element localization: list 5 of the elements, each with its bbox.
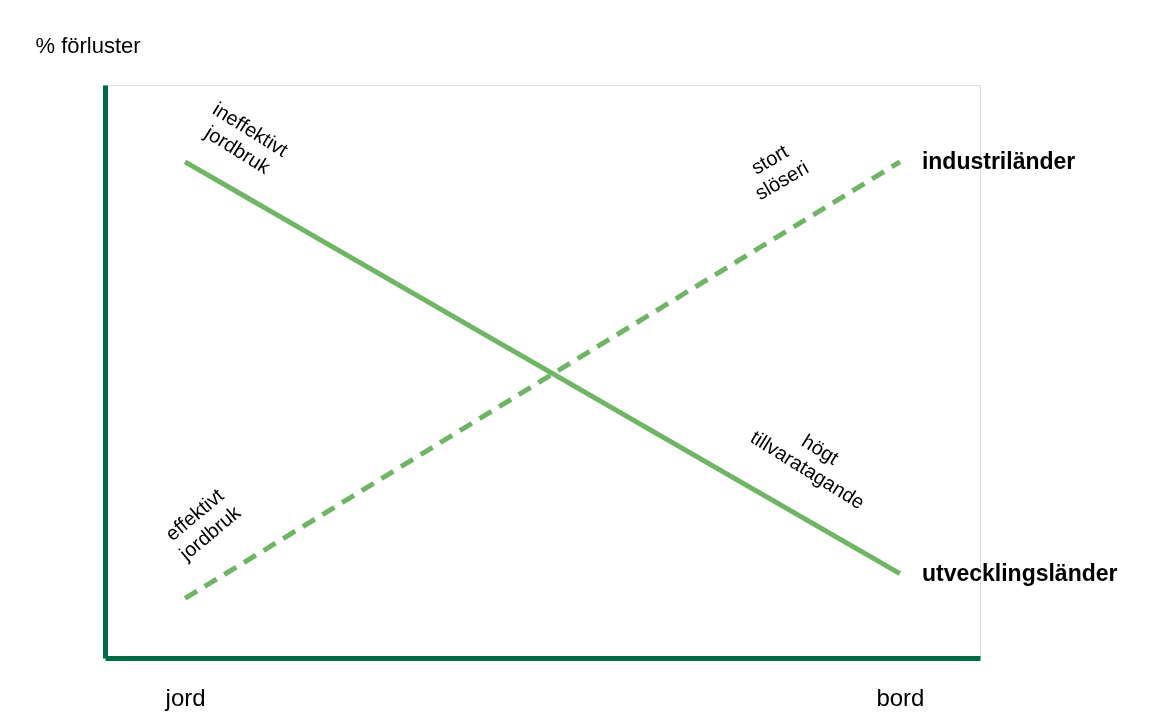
y-axis-title: % förluster (35, 32, 141, 58)
series-label: utvecklingsländer (921, 559, 1118, 586)
series-label: industriländer (921, 147, 1076, 174)
x-tick-label: bord (876, 683, 925, 711)
x-tick-label: jord (164, 683, 206, 711)
